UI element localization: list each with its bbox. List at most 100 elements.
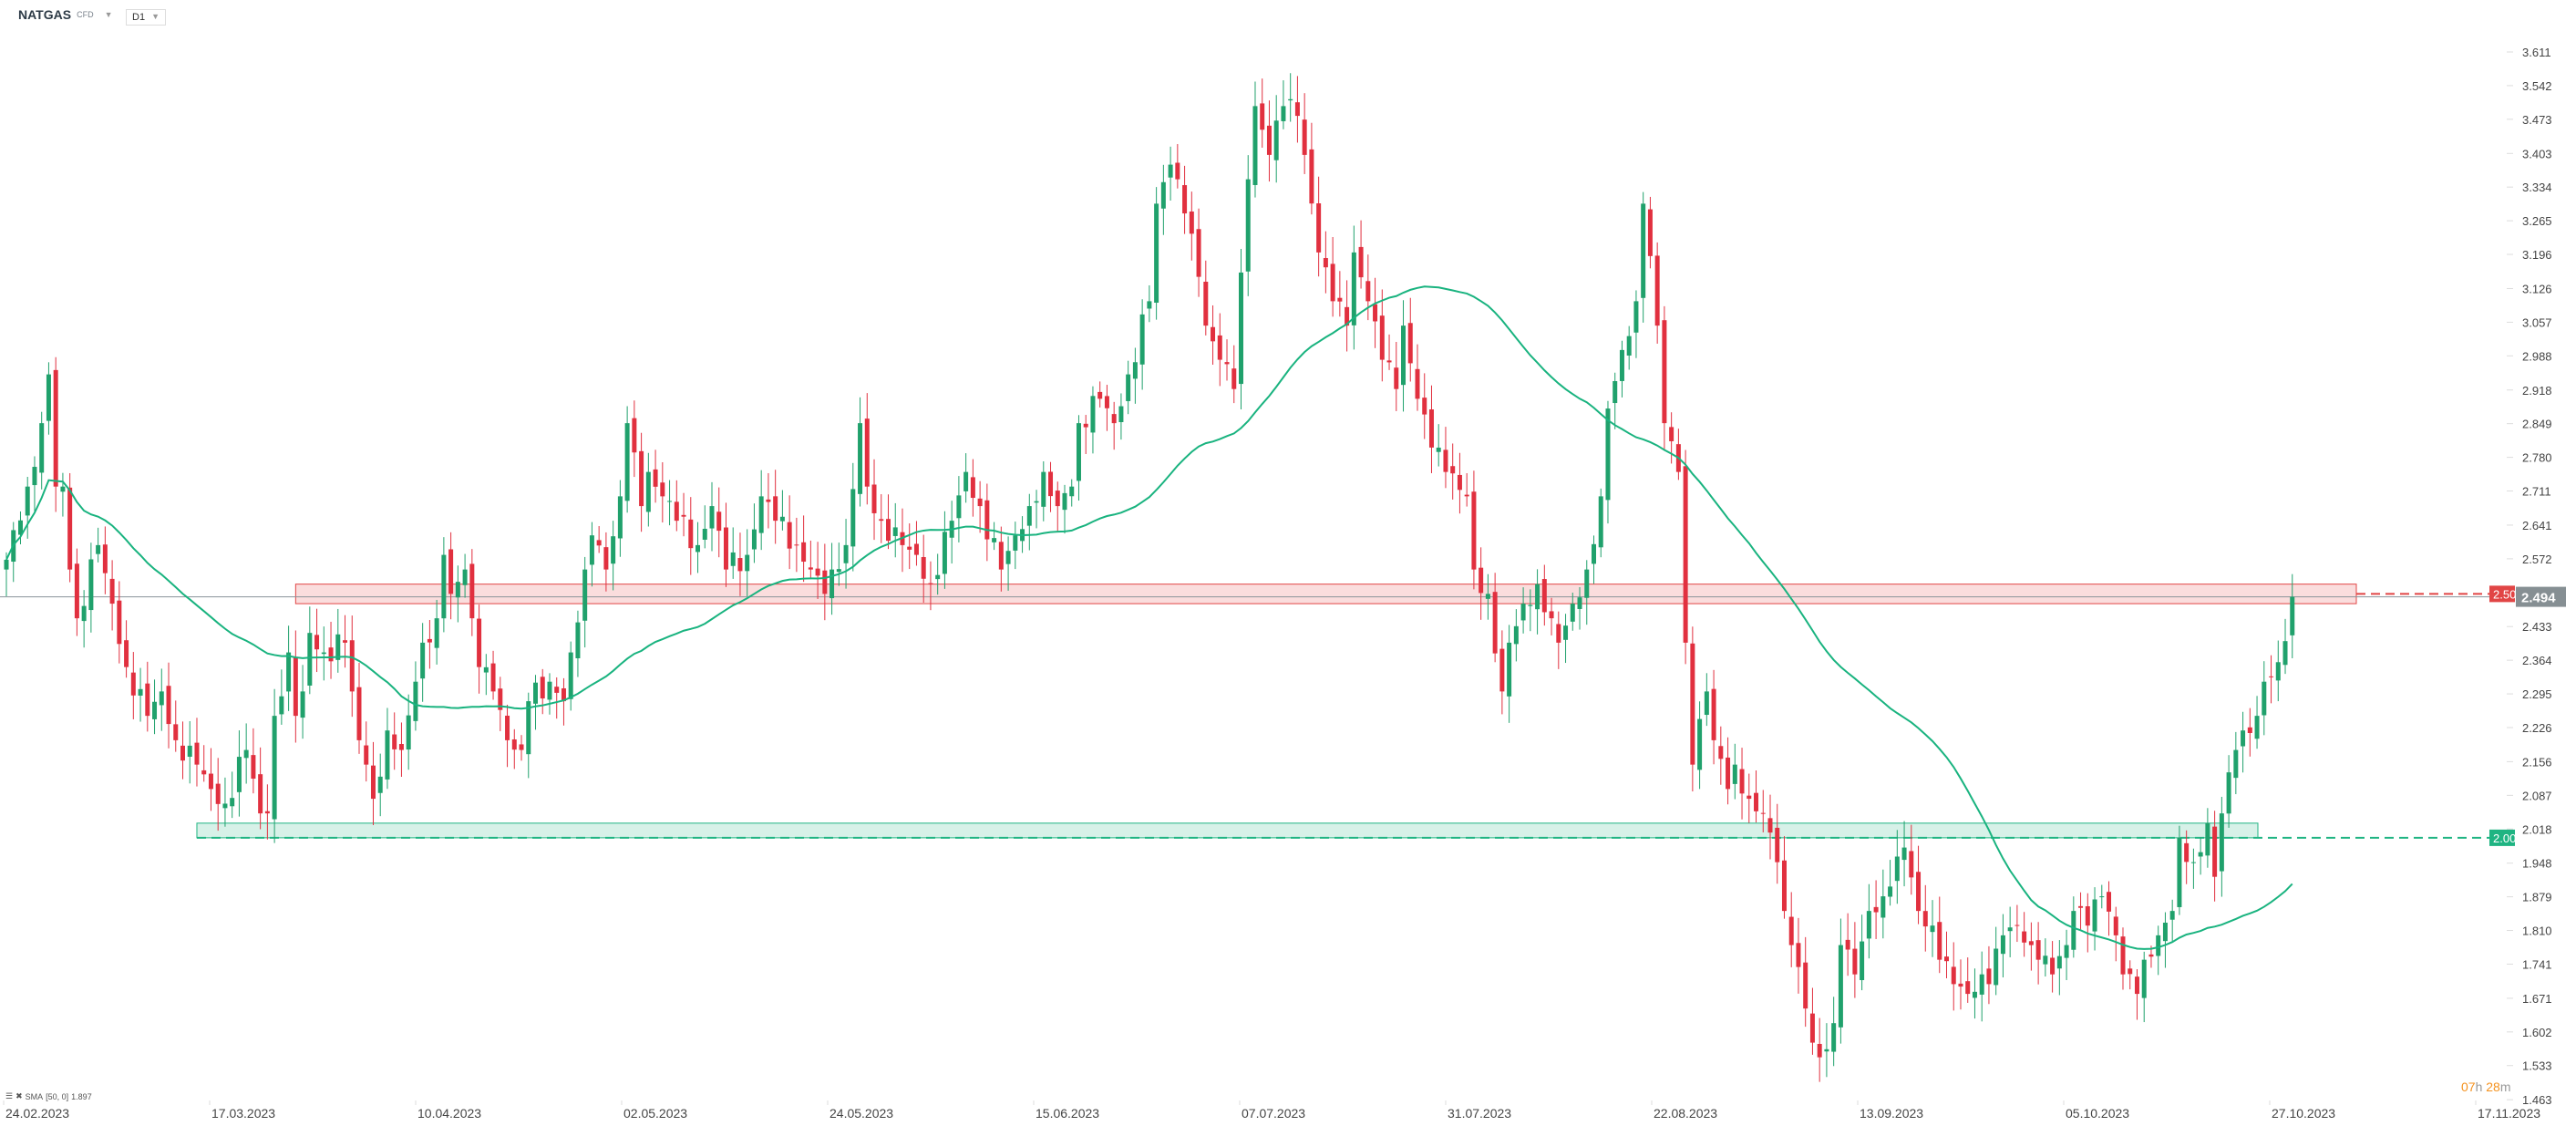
indicator-value: 1.897 [71, 1091, 92, 1101]
indicator-params: [50, 0] [46, 1091, 69, 1101]
candle [1309, 122, 1314, 215]
candle [208, 748, 213, 811]
candle-body [1407, 323, 1413, 364]
candle-body [1767, 818, 1773, 833]
date-axis-label: 07.07.2023 [1242, 1106, 1305, 1121]
candle [32, 456, 37, 511]
candle [1330, 236, 1335, 317]
candle-body [1499, 648, 1505, 692]
price-axis-label: 2.156 [2522, 755, 2552, 769]
candle-body [942, 532, 947, 574]
candle [17, 511, 23, 544]
candle [1535, 569, 1540, 635]
candle-body [1570, 604, 1575, 622]
candle-body [963, 471, 969, 491]
candle [1669, 412, 1674, 464]
candle-body [2043, 956, 2048, 965]
candle [1958, 959, 1963, 1010]
candle-body [907, 546, 912, 550]
candle-body [674, 501, 679, 522]
candle-body [801, 542, 807, 563]
candle-body [505, 715, 510, 740]
price-axis-label: 2.226 [2522, 721, 2552, 735]
candle-body [370, 765, 376, 800]
candle-body [2113, 916, 2118, 935]
candle-body [730, 552, 736, 566]
candle-body [1026, 506, 1032, 526]
candle-body [2148, 954, 2154, 957]
candle [787, 495, 792, 570]
candle-body [117, 600, 122, 645]
candle-body [2050, 957, 2056, 975]
candle-body [356, 687, 362, 740]
candle-body [1055, 491, 1060, 507]
candle-body [364, 745, 369, 765]
candle [992, 522, 997, 551]
price-axis-label: 3.473 [2522, 113, 2552, 127]
price-axis-label: 2.988 [2522, 349, 2552, 363]
candle [321, 626, 326, 681]
candle [702, 505, 707, 549]
candle [1809, 987, 1815, 1055]
candle [1239, 248, 1243, 410]
candle-body [1513, 625, 1519, 645]
candle-body [639, 450, 644, 507]
candle-body [1436, 447, 1441, 452]
candle-body [1422, 398, 1427, 415]
indicator-remove-icon[interactable]: ✖ [15, 1091, 23, 1100]
candle [1203, 260, 1209, 336]
candle-body [4, 559, 9, 570]
candle-body [1852, 948, 1858, 975]
candle [808, 540, 813, 580]
candle-body [1901, 847, 1907, 861]
candle-body [1633, 301, 1639, 333]
candle [1739, 748, 1745, 820]
candle [1175, 144, 1180, 189]
candle-body [194, 742, 200, 765]
candle [251, 728, 256, 794]
candle [434, 599, 439, 665]
candle [1443, 427, 1448, 489]
candle-body [462, 569, 468, 585]
candle [1196, 208, 1201, 297]
candle [2099, 884, 2105, 909]
candle-body [998, 542, 1004, 570]
candle-body [992, 538, 997, 542]
candle [2241, 711, 2246, 773]
date-axis-label: 31.07.2023 [1448, 1106, 1511, 1121]
candle-body [81, 605, 87, 622]
candle [2064, 929, 2069, 980]
candle [1097, 381, 1103, 408]
symbol-header[interactable]: NATGAS CFD ▼ [18, 7, 113, 22]
candle [236, 730, 242, 817]
candle [1415, 344, 1420, 411]
candle-body [589, 535, 594, 565]
candle [1479, 547, 1484, 620]
candle-body [2219, 813, 2224, 872]
timeframe-select[interactable]: D1 ▼ [126, 9, 166, 26]
candle-body [935, 574, 941, 580]
candle-body [88, 559, 94, 611]
candle-body [1260, 103, 1265, 130]
candle-body [2000, 935, 2005, 955]
candle [561, 677, 566, 726]
candle [490, 650, 496, 700]
candle [243, 723, 249, 784]
candle-body [1817, 1043, 1822, 1058]
candle [1457, 452, 1462, 514]
candle [159, 668, 164, 731]
price-axis-label: 3.334 [2522, 181, 2552, 194]
candle-body [1577, 597, 1582, 609]
symbol-name[interactable]: NATGAS [18, 7, 72, 22]
candle-body [1196, 229, 1201, 277]
indicator-settings-icon[interactable]: ☰ [5, 1091, 14, 1100]
candle-body [385, 730, 390, 780]
symbol-dropdown-icon[interactable]: ▼ [104, 10, 113, 19]
candle-body [533, 682, 538, 704]
candle-body [2128, 968, 2133, 975]
candle-body [1739, 769, 1745, 794]
candle [886, 494, 891, 550]
price-axis-label: 1.948 [2522, 857, 2552, 871]
candle-body [1034, 501, 1039, 503]
